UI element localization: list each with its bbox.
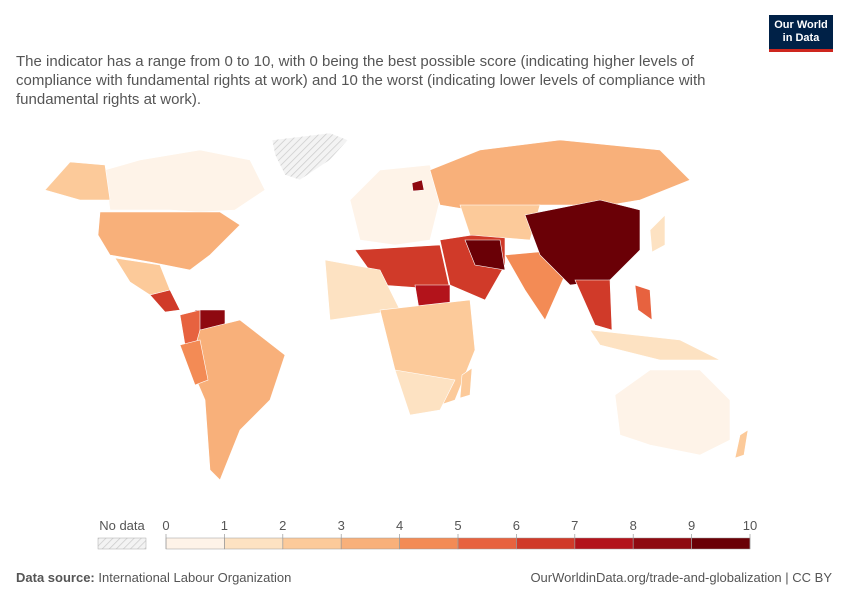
legend-bin [399, 537, 459, 550]
source: International Labour Organization [98, 570, 292, 585]
legend-bin [691, 537, 751, 550]
russia [429, 139, 691, 211]
no-data-label: No data [99, 518, 145, 533]
logo-line: Our World [774, 19, 828, 31]
alaska [44, 161, 111, 201]
madagascar [459, 367, 473, 399]
greenland [271, 132, 349, 181]
new-zealand [734, 429, 749, 459]
canada [104, 149, 266, 213]
legend-bin [516, 537, 576, 550]
legend-bin [224, 537, 284, 550]
usa [97, 211, 241, 271]
data-source: Data source: International Labour Organi… [16, 570, 291, 585]
legend-tick-label: 0 [162, 518, 169, 533]
southern-africa [394, 369, 456, 416]
central-america [149, 289, 181, 313]
legend-tick-label: 3 [338, 518, 345, 533]
japan [649, 214, 666, 253]
legend-tick-label: 2 [279, 518, 286, 533]
australia [614, 369, 731, 456]
philippines [634, 284, 653, 321]
source-label: Data source: [16, 570, 95, 585]
subtitle: The indicator has a range from 0 to 10, … [16, 53, 706, 108]
legend-bin [165, 537, 225, 550]
indonesia [589, 329, 721, 361]
china [524, 199, 641, 286]
legend-tick-label: 7 [571, 518, 578, 533]
peru [179, 339, 209, 386]
legend-bin [574, 537, 634, 550]
logo-line: in Data [782, 32, 820, 44]
iran [464, 239, 506, 271]
belarus [411, 179, 425, 192]
europe [349, 164, 441, 246]
legend-bin [340, 537, 400, 550]
url[interactable]: OurWorldinData.org/trade-and-globalizati… [530, 570, 832, 585]
legend-tick-label: 1 [221, 518, 228, 533]
legend-bin [282, 537, 342, 550]
legend-bin [457, 537, 517, 550]
legend-tick-label: 9 [688, 518, 695, 533]
no-data-swatch [97, 537, 147, 550]
central-asia [459, 204, 541, 241]
legend-tick-label: 5 [454, 518, 461, 533]
legend-tick-label: 8 [630, 518, 637, 533]
countries [44, 132, 749, 481]
legend: No data 0 1 2 3 4 5 6 7 8 9 10 [97, 518, 757, 550]
legend-tick-label: 10 [743, 518, 757, 533]
legend-tick-label: 6 [513, 518, 520, 533]
logo[interactable]: Our World in Data [769, 15, 833, 52]
southeast-asia [574, 279, 613, 331]
south-america [189, 319, 286, 481]
legend-tick-label: 4 [396, 518, 403, 533]
legend-bin [632, 537, 692, 550]
